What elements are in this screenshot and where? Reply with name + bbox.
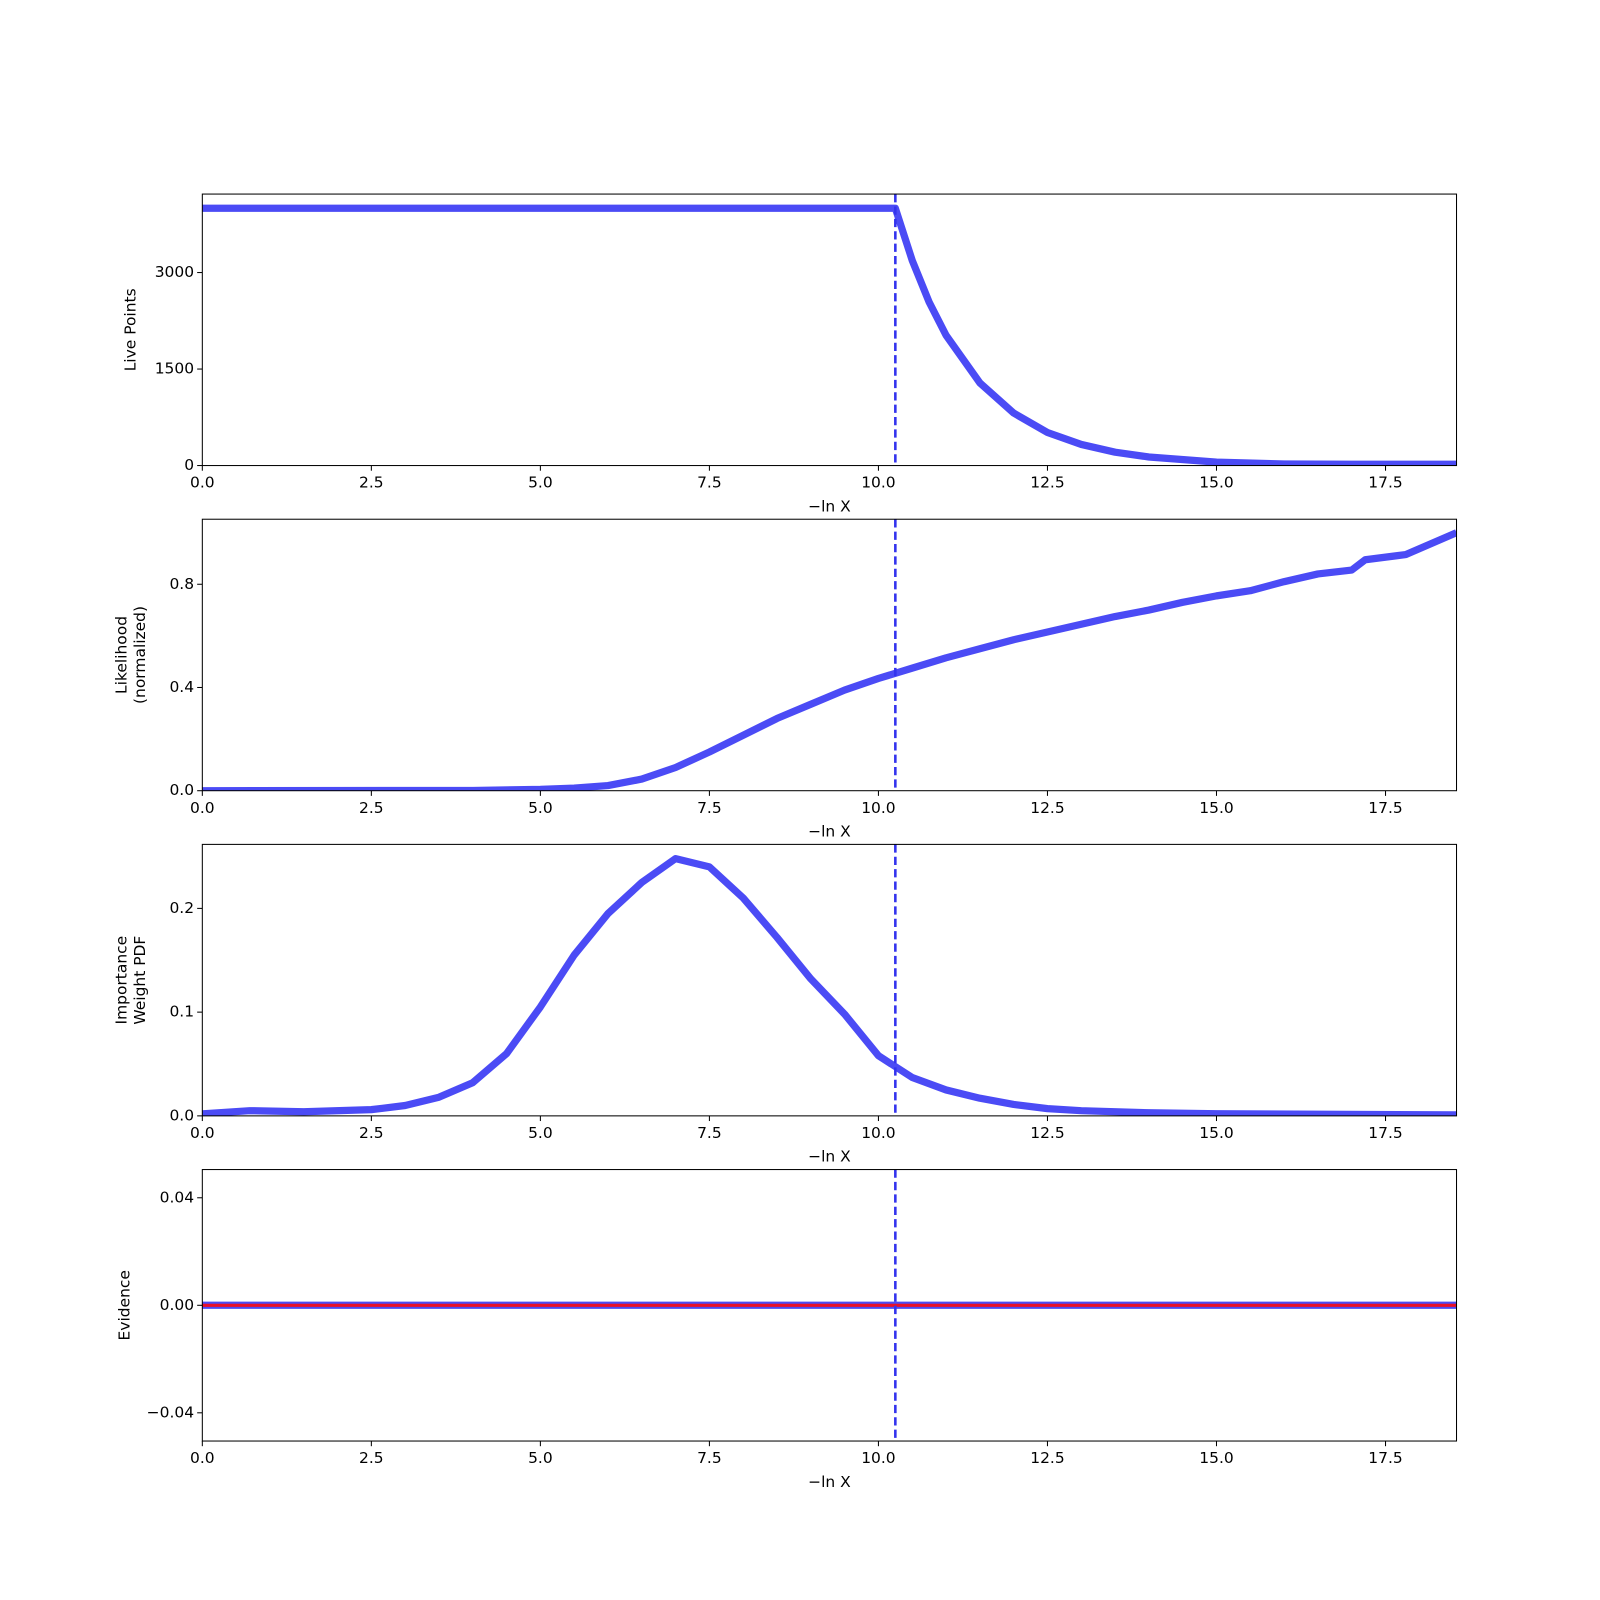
- subplot: 0.0 2.5 5.0 7.5 10.0 12.5 15.0 17.5 0.0 0.4 0.8 −ln…: [112, 518, 1458, 841]
- x-tick-label: 0.0: [190, 799, 215, 817]
- x-tick-label: 2.5: [359, 799, 384, 817]
- x-tick-label: 2.5: [359, 1124, 384, 1142]
- x-tick-label: 5.0: [528, 1449, 553, 1467]
- x-tick-label: 12.5: [1030, 1124, 1064, 1142]
- x-tick-label: 7.5: [697, 1124, 722, 1142]
- y-tick-label: 0.0: [169, 781, 194, 799]
- x-axis-label: −ln X: [808, 1473, 851, 1491]
- y-axis-label: Likelihood: [112, 616, 130, 694]
- y-tick-label: 0: [184, 456, 194, 474]
- x-tick-label: 10.0: [861, 1449, 895, 1467]
- x-axis-label: −ln X: [808, 1148, 851, 1166]
- x-tick-label: 10.0: [861, 1124, 895, 1142]
- subplot: 0.0 2.5 5.0 7.5 10.0 12.5 15.0 17.5 0.0 0.1 0.2 −ln…: [112, 843, 1458, 1166]
- x-tick-label: 15.0: [1199, 474, 1233, 492]
- x-tick-label: 5.0: [528, 1124, 553, 1142]
- x-tick-label: 7.5: [697, 799, 722, 817]
- y-tick-label: 0.04: [160, 1188, 194, 1206]
- y-axis-label: Weight PDF: [131, 936, 149, 1025]
- x-tick-label: 5.0: [528, 799, 553, 817]
- x-tick-label: 5.0: [528, 474, 553, 492]
- x-tick-label: 17.5: [1368, 474, 1402, 492]
- x-tick-label: 15.0: [1199, 1449, 1233, 1467]
- axes-frame: [201, 1169, 1458, 1442]
- axes-frame: [201, 193, 1458, 467]
- x-tick-label: 0.0: [190, 1449, 215, 1467]
- y-tick-label: 0.0: [169, 1106, 194, 1124]
- x-tick-label: 15.0: [1199, 799, 1233, 817]
- x-tick-label: 17.5: [1368, 1124, 1402, 1142]
- x-tick-label: 17.5: [1368, 799, 1402, 817]
- y-tick-label: 0.00: [160, 1296, 194, 1314]
- x-tick-label: 12.5: [1030, 799, 1064, 817]
- axes-frame: [201, 518, 1458, 792]
- y-tick-label: −0.04: [147, 1403, 194, 1421]
- x-tick-label: 2.5: [359, 1449, 384, 1467]
- subplot: 0.0 2.5 5.0 7.5 10.0 12.5 15.0 17.5 0 1500 3000 −ln…: [122, 193, 1458, 515]
- series-line: [202, 529, 1457, 791]
- series-line: [202, 204, 1457, 466]
- x-tick-label: 15.0: [1199, 1124, 1233, 1142]
- x-tick-label: 2.5: [359, 474, 384, 492]
- x-axis-label: −ln X: [808, 497, 851, 515]
- y-tick-label: 3000: [155, 263, 194, 281]
- x-tick-label: 7.5: [697, 1449, 722, 1467]
- y-axis-label: Evidence: [115, 1270, 133, 1340]
- y-tick-label: 0.1: [169, 1003, 194, 1021]
- y-axis-label: (normalized): [131, 606, 149, 704]
- x-tick-label: 0.0: [190, 474, 215, 492]
- y-axis-label: Importance: [112, 936, 130, 1025]
- y-tick-label: 1500: [155, 360, 194, 378]
- subplot: 0.0 2.5 5.0 7.5 10.0 12.5 15.0 17.5 −0.04 0.00 0.0…: [115, 1169, 1458, 1491]
- x-tick-label: 7.5: [697, 474, 722, 492]
- y-tick-label: 0.4: [169, 678, 194, 696]
- y-tick-label: 0.2: [169, 899, 194, 917]
- axes-frame: [201, 843, 1458, 1117]
- x-tick-label: 17.5: [1368, 1449, 1402, 1467]
- x-tick-label: 0.0: [190, 1124, 215, 1142]
- x-tick-label: 10.0: [861, 799, 895, 817]
- x-tick-label: 12.5: [1030, 474, 1064, 492]
- x-axis-label: −ln X: [808, 823, 851, 841]
- series-line: [202, 854, 1457, 1116]
- y-axis-label: Live Points: [122, 288, 140, 371]
- x-tick-label: 12.5: [1030, 1449, 1064, 1467]
- y-tick-label: 0.8: [169, 575, 194, 593]
- x-tick-label: 10.0: [861, 474, 895, 492]
